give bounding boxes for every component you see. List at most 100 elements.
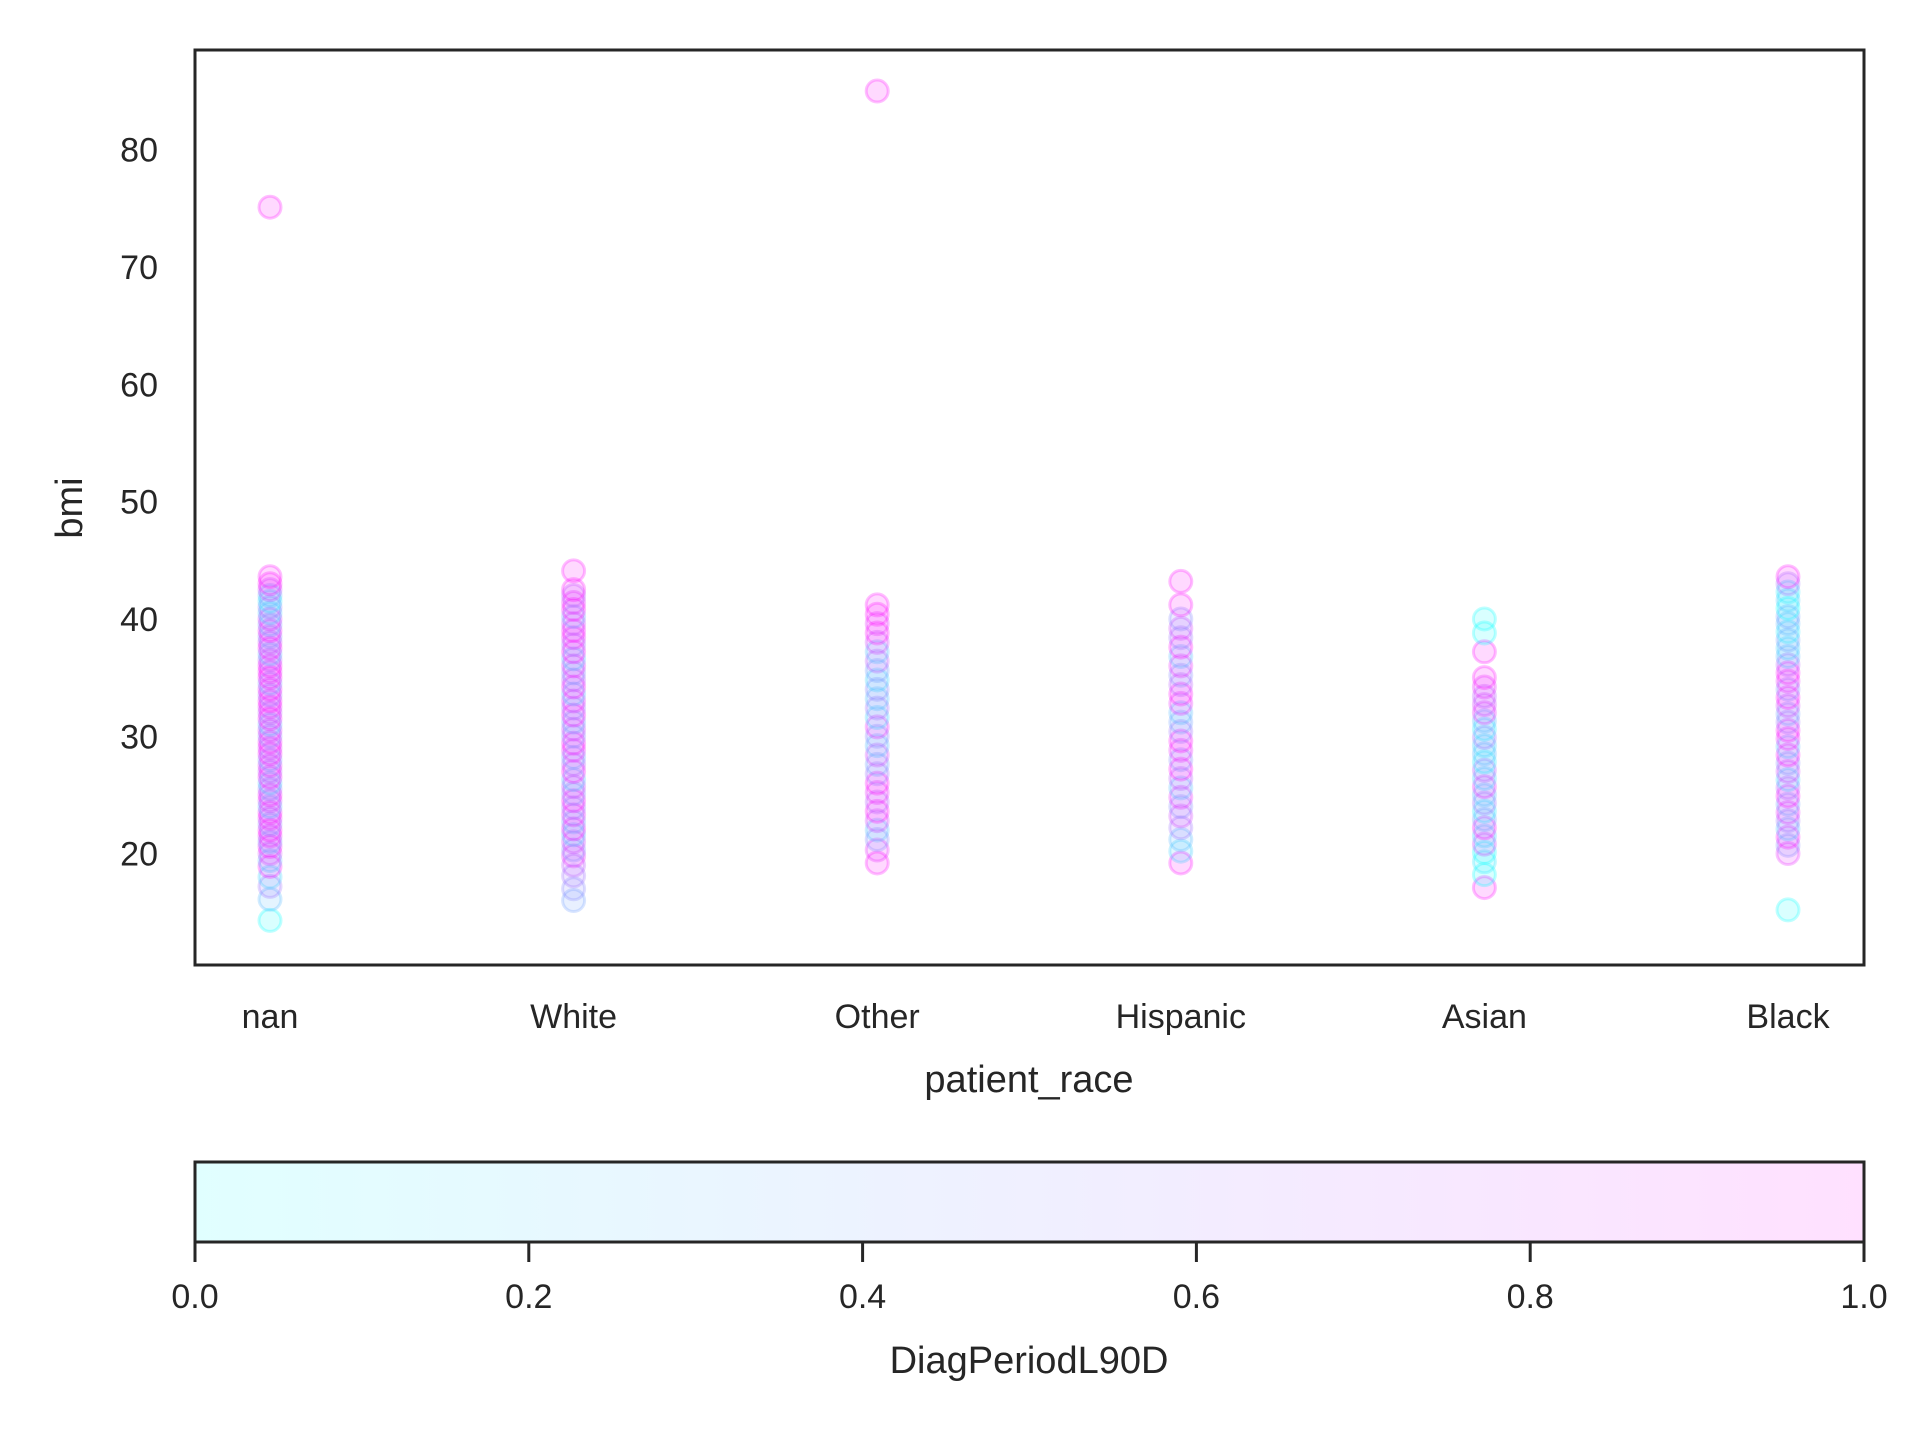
data-point (1471, 692, 1497, 718)
data-point (1471, 862, 1497, 888)
data-point (864, 78, 890, 104)
data-point (864, 751, 890, 777)
data-point (1775, 652, 1801, 678)
data-point (257, 794, 283, 820)
data-point (1168, 615, 1194, 641)
data-point (561, 774, 587, 800)
data-point (1168, 709, 1194, 735)
data-point (561, 582, 587, 608)
data-point (1471, 774, 1497, 800)
data-point (561, 802, 587, 828)
data-point (561, 816, 587, 842)
data-point (1775, 758, 1801, 784)
data-point (257, 676, 283, 702)
data-point (1471, 839, 1497, 865)
y-tick-label: 70 (120, 249, 158, 287)
data-point (1775, 709, 1801, 735)
data-point (864, 733, 890, 759)
data-point (1775, 668, 1801, 694)
data-point (1775, 660, 1801, 686)
data-point (1471, 831, 1497, 857)
data-point (864, 742, 890, 768)
data-point (1168, 775, 1194, 801)
data-point (257, 770, 283, 796)
data-point (1471, 724, 1497, 750)
data-point (257, 694, 283, 720)
y-tick-label: 30 (120, 718, 158, 756)
data-point (1775, 783, 1801, 809)
data-point (864, 695, 890, 721)
data-point (257, 588, 283, 614)
x-ticks: nan White Other Hispanic Asian Black (242, 998, 1831, 1036)
data-point (864, 658, 890, 684)
data-point (561, 837, 587, 863)
data-point (561, 674, 587, 700)
data-point (561, 590, 587, 616)
data-point (1471, 807, 1497, 833)
points-layer (257, 78, 1801, 933)
data-point (561, 646, 587, 672)
data-point (1471, 790, 1497, 816)
data-point (1775, 824, 1801, 850)
data-point (1471, 765, 1497, 791)
data-point (561, 744, 587, 770)
data-point (1775, 685, 1801, 711)
y-tick-label: 80 (120, 132, 158, 170)
data-point (864, 620, 890, 646)
data-point (1168, 681, 1194, 707)
data-point (561, 653, 587, 679)
data-point (257, 764, 283, 790)
data-point (1168, 653, 1194, 679)
colorbar-tick-label: 0.2 (505, 1278, 552, 1316)
data-point (1168, 568, 1194, 594)
data-point (561, 781, 587, 807)
data-point (864, 629, 890, 655)
data-point (1775, 717, 1801, 743)
data-point (257, 776, 283, 802)
data-point (257, 594, 283, 620)
data-point (1168, 826, 1194, 852)
data-point (561, 558, 587, 584)
data-point (561, 751, 587, 777)
data-point (864, 676, 890, 702)
data-point (1775, 750, 1801, 776)
data-point (257, 805, 283, 831)
colorbar-label: DiagPeriodL90D (890, 1340, 1169, 1382)
data-point (1775, 791, 1801, 817)
data-point (864, 648, 890, 674)
colorbar-tick-label: 1.0 (1840, 1278, 1887, 1316)
data-point (561, 688, 587, 714)
x-tick-label: Other (835, 998, 920, 1036)
data-point (1168, 643, 1194, 669)
data-point (864, 611, 890, 637)
data-point (1168, 784, 1194, 810)
data-point (1775, 767, 1801, 793)
data-point (561, 716, 587, 742)
data-point (1471, 782, 1497, 808)
data-point (1471, 708, 1497, 734)
data-point (864, 789, 890, 815)
data-point (561, 843, 587, 869)
data-point (257, 712, 283, 738)
data-point (1775, 619, 1801, 645)
data-point (257, 706, 283, 732)
data-point (1168, 765, 1194, 791)
data-point (1775, 635, 1801, 661)
plot-frame (193, 48, 1866, 967)
data-point (1168, 625, 1194, 651)
data-point (257, 817, 283, 843)
data-point (257, 841, 283, 867)
data-point (1775, 897, 1801, 923)
data-point (257, 747, 283, 773)
data-point (1775, 643, 1801, 669)
data-point (864, 837, 890, 863)
x-tick-label: White (530, 998, 617, 1036)
data-point (1471, 674, 1497, 700)
y-tick-label: 40 (120, 601, 158, 639)
data-point (864, 704, 890, 730)
data-point (1168, 672, 1194, 698)
data-point (1775, 742, 1801, 768)
data-point (257, 723, 283, 749)
data-point (257, 629, 283, 655)
data-point (561, 639, 587, 665)
